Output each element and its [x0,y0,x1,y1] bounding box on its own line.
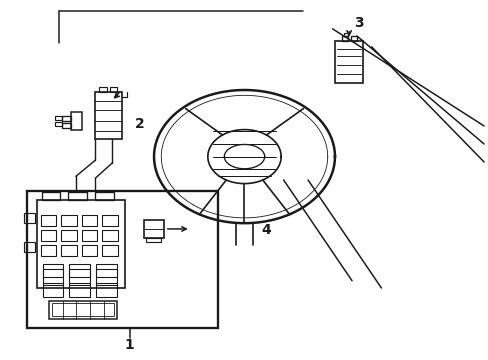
Bar [146,238,161,242]
Bar [49,301,117,319]
Bar [55,116,62,120]
Bar [102,230,118,241]
Bar [342,36,347,41]
Bar [24,213,35,223]
Text: 2: 2 [134,117,144,131]
Bar [37,200,124,288]
Bar [55,122,62,126]
Bar [110,87,117,92]
Bar [42,269,63,285]
Bar [95,92,122,139]
Bar [41,192,60,200]
Bar [42,264,63,277]
Bar [42,283,63,297]
Bar [144,220,163,238]
Bar [81,245,97,256]
Text: 4: 4 [261,224,271,237]
Bar [62,116,71,121]
Bar [69,283,90,297]
Bar [71,112,81,130]
Bar [81,215,97,226]
Text: 3: 3 [354,17,364,30]
Bar [350,36,356,41]
Bar [96,264,117,277]
Bar [68,192,87,200]
Bar [96,269,117,285]
Bar [95,192,114,200]
Bar [41,230,56,241]
Bar [52,303,114,316]
Bar [334,41,363,83]
Bar [102,215,118,226]
Bar [69,264,90,277]
Bar [24,242,35,252]
Bar [69,269,90,285]
Text: 1: 1 [124,338,134,352]
Bar [62,123,71,128]
Bar [99,87,106,92]
Bar [96,283,117,297]
Bar [61,230,77,241]
Bar [343,33,347,36]
Bar [27,191,217,328]
Bar [41,215,56,226]
Bar [61,245,77,256]
Bar [41,245,56,256]
Bar [102,245,118,256]
Bar [81,230,97,241]
Bar [61,215,77,226]
